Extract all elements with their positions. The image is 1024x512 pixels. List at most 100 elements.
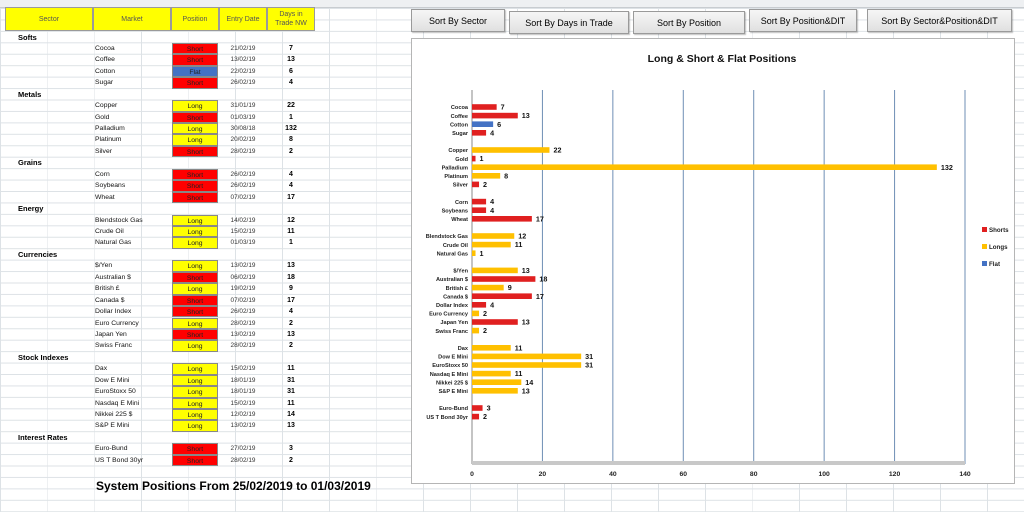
position-cell[interactable]: Short — [172, 77, 218, 89]
position-cell[interactable]: Long — [172, 260, 218, 272]
market-cell[interactable]: Canada $ — [95, 296, 125, 304]
entry-date-cell[interactable]: 12/02/19 — [230, 411, 256, 419]
entry-date-cell[interactable]: 19/02/19 — [230, 285, 256, 293]
days-in-trade-cell[interactable]: 8 — [289, 136, 293, 144]
days-in-trade-cell[interactable]: 13 — [287, 56, 295, 64]
market-cell[interactable]: Blendstock Gas — [95, 216, 143, 224]
days-in-trade-cell[interactable]: 2 — [289, 147, 293, 155]
days-in-trade-cell[interactable]: 11 — [287, 365, 295, 373]
market-cell[interactable]: S&P E Mini — [95, 422, 130, 430]
days-in-trade-cell[interactable]: 6 — [289, 67, 293, 75]
market-cell[interactable]: Platinum — [95, 136, 122, 144]
market-cell[interactable]: Euro-Bund — [95, 445, 128, 453]
entry-date-cell[interactable]: 26/02/19 — [230, 79, 256, 87]
days-in-trade-cell[interactable]: 4 — [289, 308, 293, 316]
days-in-trade-cell[interactable]: 11 — [287, 227, 295, 235]
entry-date-cell[interactable]: 26/02/19 — [230, 308, 256, 316]
entry-date-cell[interactable]: 13/02/19 — [230, 330, 256, 338]
days-in-trade-cell[interactable]: 17 — [287, 193, 295, 201]
entry-date-cell[interactable]: 15/02/19 — [230, 227, 256, 235]
position-cell[interactable]: Short — [172, 180, 218, 192]
sort-by-position-button[interactable]: Sort By Position — [633, 11, 745, 34]
entry-date-cell[interactable]: 30/08/18 — [230, 125, 256, 133]
position-cell[interactable]: Long — [172, 134, 218, 146]
days-in-trade-cell[interactable]: 4 — [289, 170, 293, 178]
position-cell[interactable]: Long — [172, 123, 218, 135]
market-cell[interactable]: Cotton — [95, 67, 116, 75]
sort-by-position-dit-button[interactable]: Sort By Position&DIT — [749, 9, 857, 32]
entry-date-cell[interactable]: 18/01/19 — [230, 388, 256, 396]
sort-by-sector-button[interactable]: Sort By Sector — [411, 9, 505, 32]
days-in-trade-cell[interactable]: 1 — [289, 239, 293, 247]
position-cell[interactable]: Long — [172, 363, 218, 375]
market-cell[interactable]: Coffee — [95, 56, 115, 64]
position-cell[interactable]: Short — [172, 111, 218, 123]
market-cell[interactable]: Australian $ — [95, 273, 131, 281]
market-cell[interactable]: Silver — [95, 147, 112, 155]
market-cell[interactable]: Swiss Franc — [95, 342, 133, 350]
days-in-trade-cell[interactable]: 31 — [287, 376, 295, 384]
entry-date-cell[interactable]: 13/02/19 — [230, 262, 256, 270]
entry-date-cell[interactable]: 13/02/19 — [230, 422, 256, 430]
days-in-trade-cell[interactable]: 14 — [287, 411, 295, 419]
position-cell[interactable]: Long — [172, 409, 218, 421]
entry-date-cell[interactable]: 28/02/19 — [230, 456, 256, 464]
market-cell[interactable]: Nasdaq E Mini — [95, 399, 140, 407]
days-in-trade-cell[interactable]: 2 — [289, 456, 293, 464]
market-cell[interactable]: Palladium — [95, 125, 125, 133]
days-in-trade-cell[interactable]: 11 — [287, 399, 295, 407]
entry-date-cell[interactable]: 15/02/19 — [230, 399, 256, 407]
position-cell[interactable]: Long — [172, 237, 218, 249]
position-cell[interactable]: Short — [172, 294, 218, 306]
entry-date-cell[interactable]: 13/02/19 — [230, 56, 256, 64]
positions-chart[interactable]: Long & Short & Flat Positions Cocoa 7 Coffe… — [411, 38, 1015, 484]
entry-date-cell[interactable]: 28/02/19 — [230, 319, 256, 327]
days-in-trade-cell[interactable]: 9 — [289, 285, 293, 293]
days-in-trade-cell[interactable]: 13 — [287, 330, 295, 338]
entry-date-cell[interactable]: 26/02/19 — [230, 182, 256, 190]
days-in-trade-cell[interactable]: 13 — [287, 422, 295, 430]
entry-date-cell[interactable]: 27/02/19 — [230, 445, 256, 453]
position-cell[interactable]: Long — [172, 283, 218, 295]
position-cell[interactable]: Long — [172, 317, 218, 329]
entry-date-cell[interactable]: 01/03/19 — [230, 113, 256, 121]
position-cell[interactable]: Short — [172, 443, 218, 455]
days-in-trade-cell[interactable]: 31 — [287, 388, 295, 396]
position-cell[interactable]: Short — [172, 168, 218, 181]
days-in-trade-cell[interactable]: 3 — [289, 445, 293, 453]
days-in-trade-cell[interactable]: 4 — [289, 182, 293, 190]
position-cell[interactable]: Long — [172, 340, 218, 352]
days-in-trade-cell[interactable]: 13 — [287, 262, 295, 270]
days-in-trade-cell[interactable]: 17 — [287, 296, 295, 304]
position-cell[interactable]: Long — [172, 386, 218, 398]
market-cell[interactable]: Natural Gas — [95, 239, 132, 247]
days-in-trade-cell[interactable]: 18 — [287, 273, 295, 281]
position-cell[interactable]: Short — [172, 191, 218, 204]
entry-date-cell[interactable]: 26/02/19 — [230, 170, 256, 178]
market-cell[interactable]: Crude Oil — [95, 227, 124, 235]
entry-date-cell[interactable]: 14/02/19 — [230, 216, 256, 224]
days-in-trade-cell[interactable]: 1 — [289, 113, 293, 121]
position-cell[interactable]: Long — [172, 374, 218, 387]
entry-date-cell[interactable]: 15/02/19 — [230, 365, 256, 373]
position-cell[interactable]: Long — [172, 397, 218, 409]
position-cell[interactable]: Short — [172, 271, 218, 284]
market-cell[interactable]: Euro Currency — [95, 319, 139, 327]
entry-date-cell[interactable]: 07/02/19 — [230, 193, 256, 201]
market-cell[interactable]: $/Yen — [95, 262, 113, 270]
market-cell[interactable]: Sugar — [95, 79, 114, 87]
position-cell[interactable]: Long — [172, 100, 218, 112]
days-in-trade-cell[interactable]: 4 — [289, 79, 293, 87]
market-cell[interactable]: Nikkei 225 $ — [95, 411, 133, 419]
market-cell[interactable]: Gold — [95, 113, 110, 121]
entry-date-cell[interactable]: 18/01/19 — [230, 376, 256, 384]
days-in-trade-cell[interactable]: 2 — [289, 342, 293, 350]
sort-by-days-in-trade-button[interactable]: Sort By Days in Trade — [509, 11, 629, 34]
position-cell[interactable]: Long — [172, 214, 218, 226]
market-cell[interactable]: Cocoa — [95, 44, 115, 52]
market-cell[interactable]: Japan Yen — [95, 330, 127, 338]
days-in-trade-cell[interactable]: 22 — [287, 102, 295, 110]
position-cell[interactable]: Short — [172, 306, 218, 318]
position-cell[interactable]: Long — [172, 225, 218, 238]
market-cell[interactable]: Copper — [95, 102, 118, 110]
